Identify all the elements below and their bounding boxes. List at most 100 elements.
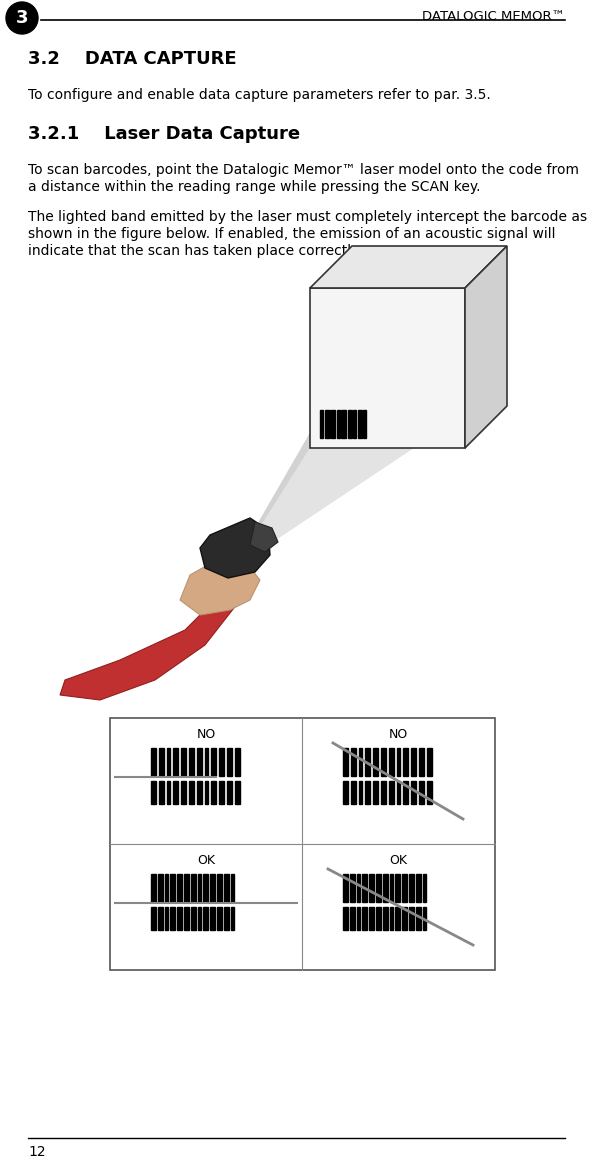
Bar	[203, 874, 208, 902]
Bar	[369, 907, 374, 930]
Bar	[170, 907, 175, 930]
Polygon shape	[232, 424, 325, 568]
Bar	[173, 781, 178, 805]
Bar	[219, 781, 224, 805]
Bar	[181, 781, 186, 805]
Bar	[331, 410, 335, 438]
Bar	[341, 410, 346, 438]
Text: OK: OK	[389, 854, 407, 867]
Bar	[369, 874, 374, 902]
Polygon shape	[250, 522, 278, 551]
Bar	[167, 781, 170, 805]
Bar	[373, 748, 378, 776]
Bar	[151, 907, 156, 930]
Bar	[427, 781, 432, 805]
Bar	[177, 874, 182, 902]
Polygon shape	[465, 246, 507, 448]
Bar	[402, 874, 407, 902]
Text: shown in the figure below. If enabled, the emission of an acoustic signal will: shown in the figure below. If enabled, t…	[28, 228, 556, 241]
Polygon shape	[256, 518, 310, 525]
Bar	[184, 907, 189, 930]
Bar	[224, 874, 229, 902]
Bar	[205, 781, 208, 805]
Bar	[411, 748, 416, 776]
Bar	[362, 874, 367, 902]
Bar	[416, 874, 421, 902]
Bar	[359, 748, 362, 776]
Bar	[358, 410, 362, 438]
Bar	[198, 907, 201, 930]
Polygon shape	[277, 482, 364, 489]
Bar	[373, 781, 378, 805]
Bar	[235, 781, 240, 805]
Bar	[343, 781, 348, 805]
Bar	[348, 410, 352, 438]
Polygon shape	[252, 525, 298, 532]
Polygon shape	[310, 288, 465, 448]
Bar	[357, 907, 360, 930]
Text: The lighted band emitted by the laser must completely intercept the barcode as: The lighted band emitted by the laser mu…	[28, 210, 587, 224]
Bar	[376, 874, 381, 902]
Bar	[365, 781, 370, 805]
Bar	[403, 748, 408, 776]
Bar	[381, 781, 386, 805]
Bar	[402, 907, 407, 930]
Bar	[419, 748, 424, 776]
Polygon shape	[294, 453, 407, 460]
Text: 12: 12	[28, 1145, 46, 1159]
Bar	[390, 907, 393, 930]
Bar	[397, 748, 400, 776]
Bar	[419, 781, 424, 805]
Bar	[359, 781, 362, 805]
Bar	[197, 748, 202, 776]
Text: OK: OK	[197, 854, 215, 867]
Bar	[390, 874, 393, 902]
Text: DATALOGIC MEMOR™: DATALOGIC MEMOR™	[422, 10, 565, 23]
Bar	[320, 410, 323, 438]
Text: To configure and enable data capture parameters refer to par. 3.5.: To configure and enable data capture par…	[28, 88, 491, 102]
Polygon shape	[310, 424, 451, 431]
Polygon shape	[289, 460, 397, 467]
Bar	[395, 874, 400, 902]
Bar	[235, 748, 240, 776]
Text: To scan barcodes, point the Datalogic Memor™ laser model onto the code from: To scan barcodes, point the Datalogic Me…	[28, 163, 579, 176]
Bar	[423, 874, 426, 902]
Bar	[350, 874, 355, 902]
Polygon shape	[281, 475, 375, 482]
Polygon shape	[232, 424, 450, 568]
Bar	[227, 748, 232, 776]
Bar	[381, 748, 386, 776]
Bar	[411, 781, 416, 805]
Bar	[177, 907, 182, 930]
Bar	[383, 907, 388, 930]
Polygon shape	[298, 446, 418, 453]
Text: NO: NO	[388, 728, 407, 741]
Bar	[343, 907, 348, 930]
Bar	[159, 748, 164, 776]
Bar	[227, 781, 232, 805]
Bar	[191, 874, 196, 902]
Text: 3: 3	[16, 9, 28, 27]
Bar	[231, 907, 234, 930]
Polygon shape	[310, 246, 507, 288]
Bar	[198, 874, 201, 902]
Bar	[343, 874, 348, 902]
Bar	[427, 748, 432, 776]
Polygon shape	[240, 547, 266, 554]
Polygon shape	[60, 585, 248, 700]
Polygon shape	[260, 511, 320, 518]
Bar	[158, 874, 163, 902]
Bar	[189, 781, 194, 805]
Polygon shape	[180, 555, 260, 615]
Bar	[219, 748, 224, 776]
Bar	[423, 907, 426, 930]
Polygon shape	[302, 439, 429, 446]
Bar	[351, 781, 356, 805]
Text: a distance within the reading range while pressing the SCAN key.: a distance within the reading range whil…	[28, 180, 480, 194]
Bar	[389, 781, 394, 805]
Bar	[409, 874, 414, 902]
Bar	[416, 907, 421, 930]
Bar	[362, 907, 367, 930]
Bar	[211, 781, 216, 805]
Bar	[389, 748, 394, 776]
